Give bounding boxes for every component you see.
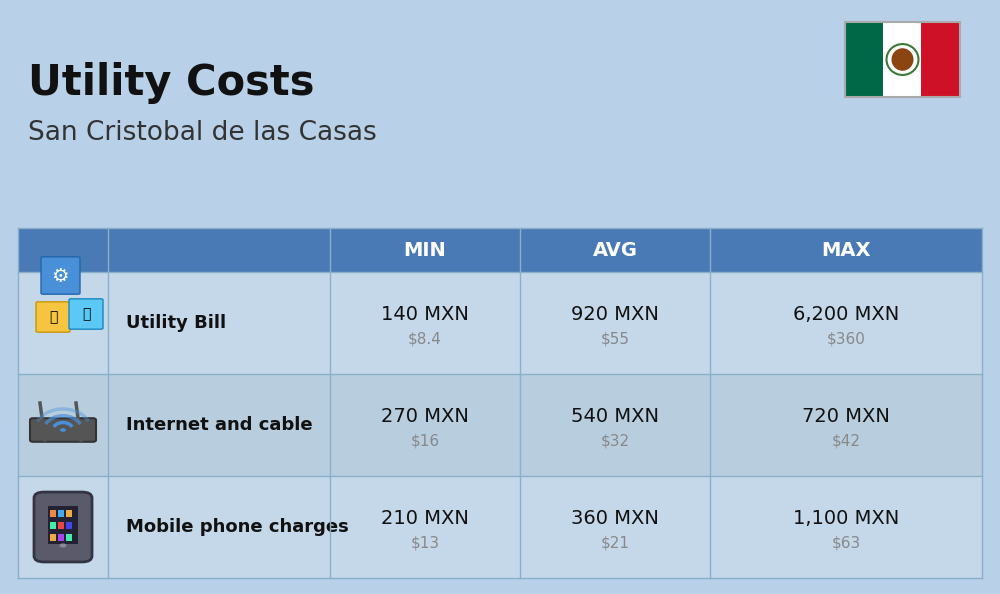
Text: 140 MXN: 140 MXN [381, 305, 469, 324]
Text: $8.4: $8.4 [408, 331, 442, 346]
Text: 920 MXN: 920 MXN [571, 305, 659, 324]
Text: Internet and cable: Internet and cable [126, 416, 313, 434]
Text: $32: $32 [600, 434, 630, 448]
Text: Utility Costs: Utility Costs [28, 62, 314, 104]
Text: $360: $360 [827, 331, 865, 346]
Text: 720 MXN: 720 MXN [802, 406, 890, 425]
Text: $13: $13 [410, 536, 440, 551]
Text: $16: $16 [410, 434, 440, 448]
Text: 6,200 MXN: 6,200 MXN [793, 305, 899, 324]
Text: Utility Bill: Utility Bill [126, 314, 226, 332]
Text: 270 MXN: 270 MXN [381, 406, 469, 425]
Text: $55: $55 [600, 331, 630, 346]
Text: Mobile phone charges: Mobile phone charges [126, 518, 349, 536]
Text: $63: $63 [831, 536, 861, 551]
Text: 360 MXN: 360 MXN [571, 508, 659, 527]
Text: 210 MXN: 210 MXN [381, 508, 469, 527]
Text: ⚙: ⚙ [51, 267, 69, 286]
Text: MAX: MAX [821, 241, 871, 260]
Text: AVG: AVG [592, 241, 638, 260]
Text: MIN: MIN [404, 241, 446, 260]
Text: 540 MXN: 540 MXN [571, 406, 659, 425]
Text: 1,100 MXN: 1,100 MXN [793, 508, 899, 527]
Text: San Cristobal de las Casas: San Cristobal de las Casas [28, 120, 377, 146]
Text: $21: $21 [600, 536, 630, 551]
Text: 🚰: 🚰 [82, 307, 90, 321]
Text: $42: $42 [832, 434, 860, 448]
Text: 🔌: 🔌 [49, 310, 57, 324]
